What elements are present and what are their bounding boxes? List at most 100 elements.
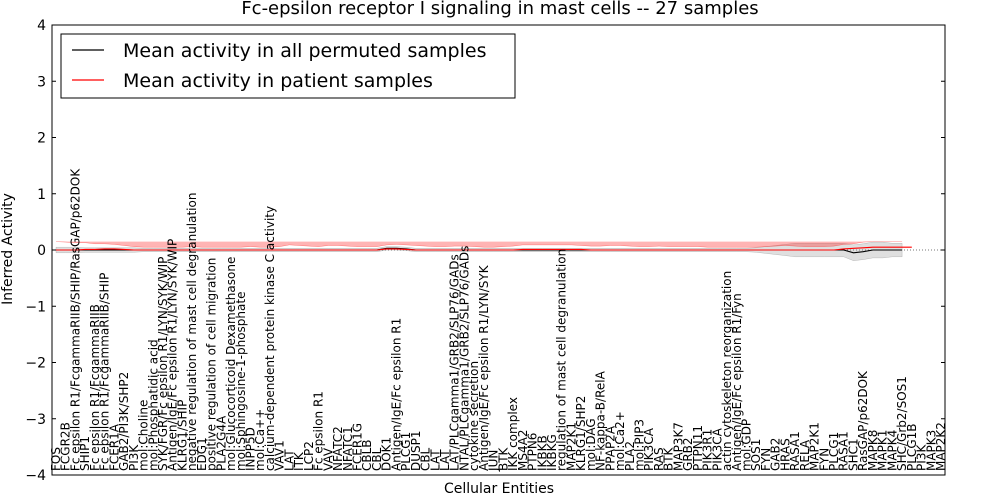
category-label: PTPN11 <box>691 425 705 471</box>
category-label: NFATC2 <box>331 426 345 471</box>
y-tick-label: 3 <box>37 74 46 90</box>
y-tick-label: −1 <box>25 299 46 315</box>
category-label: CBLB <box>360 439 374 471</box>
legend-label-patient: Mean activity in patient samples <box>123 70 433 92</box>
category-label: LAT <box>428 449 442 471</box>
y-tick-label: −2 <box>25 356 46 372</box>
category-label: MAPK4 <box>885 430 899 471</box>
chart-title: Fc-epsilon receptor I signaling in mast … <box>241 0 758 19</box>
confidence-bands <box>55 241 903 261</box>
y-tick-label: 0 <box>37 243 46 259</box>
category-label: mol:Choline <box>137 400 151 471</box>
category-label: RASA1 <box>788 431 802 471</box>
category-label: KLRG1/SHIP <box>175 400 189 471</box>
category-label: RAS <box>652 447 666 471</box>
category-label: RASA1 <box>837 431 851 471</box>
category-label: IKBKG <box>545 434 559 471</box>
category-label: LAT <box>282 449 296 471</box>
category-label: FCER1A <box>107 423 121 471</box>
category-label: LCP2 <box>302 441 316 471</box>
category-label: mol:Phosphatidic acid <box>146 339 160 471</box>
category-label: mol:Ca++ <box>253 409 267 471</box>
category-label: HRAS <box>778 438 792 471</box>
category-label: PLCG1 <box>827 432 841 471</box>
category-label: LAT <box>438 449 452 471</box>
y-tick-label: 1 <box>37 187 46 203</box>
category-label: SHC1 <box>847 438 861 471</box>
category-label: mol:Sphingosine-1-phosphate <box>234 292 248 472</box>
category-label: GAB2/PI3K/SHP2 <box>117 372 131 471</box>
category-label: Fc epsilon R1/FcgammaRIIB/SHIP/RasGAP/p6… <box>69 168 83 471</box>
category-label: FCER1G <box>351 423 365 471</box>
category-label: negative regulation of mast cell degranu… <box>185 193 199 472</box>
category-label: SHC/Grb2/SOS1 <box>895 376 909 471</box>
category-label: DUSP1 <box>409 430 423 471</box>
y-tick-label: −3 <box>25 412 46 428</box>
category-label: PIK3CA <box>710 427 724 471</box>
band-permuted <box>55 241 903 261</box>
y-ticks: −4 −3 −2 −1 0 1 2 3 4 <box>25 18 945 484</box>
legend-label-permuted: Mean activity in all permuted samples <box>123 40 486 62</box>
category-label: VAV <box>321 447 335 471</box>
y-tick-label: 2 <box>37 131 46 147</box>
category-label: GRB2 <box>681 437 695 471</box>
y-axis-label: Inferred Activity <box>0 193 16 305</box>
category-label: PIK3R1 <box>701 429 715 471</box>
category-label: NF-kappa-B/RelA <box>594 370 608 471</box>
category-label: RELA <box>798 439 812 471</box>
category-label: mol:DAG <box>584 418 598 471</box>
category-label: PLA2G4A <box>214 415 228 471</box>
category-label: DOK1 <box>380 437 394 471</box>
category-label: SYK/FGR/Fc epsilon R1/LYN/SYK/WIP <box>156 257 170 471</box>
category-label: Fc epsilon R1/FcgammaRIIB/SHIP <box>98 273 112 471</box>
series-lines <box>52 246 945 254</box>
category-label: KLRG1/SHP2 <box>574 396 588 471</box>
band-patient <box>55 241 903 248</box>
category-label: cytokine secretion <box>467 361 481 471</box>
category-label: PI3K <box>127 444 141 471</box>
category-label: IKBKB <box>535 435 549 471</box>
category-label: EDG1 <box>195 437 209 471</box>
category-label: FCGR2B <box>59 422 73 471</box>
category-label: MAPK8 <box>866 430 880 471</box>
category-label: MAP2K2 <box>934 422 948 471</box>
category-label: PLA2 <box>623 441 637 471</box>
category-label: PIK3CA <box>642 427 656 471</box>
category-label: MAP2K1 <box>564 422 578 471</box>
category-label: GAB2 <box>769 438 783 471</box>
category-label: MAP3K7 <box>671 422 685 471</box>
legend: Mean activity in all permuted samples Me… <box>60 33 516 99</box>
category-label: Fc epsilon R1/FcgammaRIIB <box>88 304 102 471</box>
category-label: FYN <box>817 448 831 471</box>
category-label: BTK <box>496 446 510 471</box>
category-label: CBL <box>419 447 433 471</box>
category-label: mol:Ca2+ <box>613 411 627 471</box>
category-label: mol:PIP3 <box>633 419 647 471</box>
category-label: SOS1 <box>749 439 763 471</box>
category-label: NTAL/PLCgamma1/GRB2/SLP76/GADs <box>458 246 472 471</box>
category-label: MS4A2 <box>516 430 530 471</box>
category-label: MAPK1 <box>876 430 890 471</box>
category-label: PI3K <box>915 444 929 471</box>
category-label: RasGAP/p62DOK <box>856 370 870 471</box>
category-label: CBL <box>370 447 384 471</box>
category-label: Antigen/IgE/Fc epsilon R1/Fyn <box>730 293 744 471</box>
category-label: MAPK3 <box>924 430 938 471</box>
category-label: Fc epsilon R1 <box>312 391 326 471</box>
series-line-patient <box>56 246 912 251</box>
category-label: PLCG1 <box>399 432 413 471</box>
y-tick-label: −4 <box>25 468 46 484</box>
category-label: BTK <box>662 446 676 471</box>
category-label: FYN <box>759 448 773 471</box>
category-label: INPP5D <box>244 427 258 471</box>
category-label: PTPN6 <box>526 433 540 471</box>
legend-box <box>60 33 516 99</box>
category-label: MAP2K1 <box>808 422 822 471</box>
category-label: calcium-dependent protein kinase C activ… <box>263 206 277 471</box>
category-label: mol:GDP <box>740 419 754 471</box>
y-tick-label: 4 <box>37 18 46 34</box>
category-label: SHIP1 <box>78 436 92 471</box>
category-label: PPAP2A <box>603 425 617 471</box>
